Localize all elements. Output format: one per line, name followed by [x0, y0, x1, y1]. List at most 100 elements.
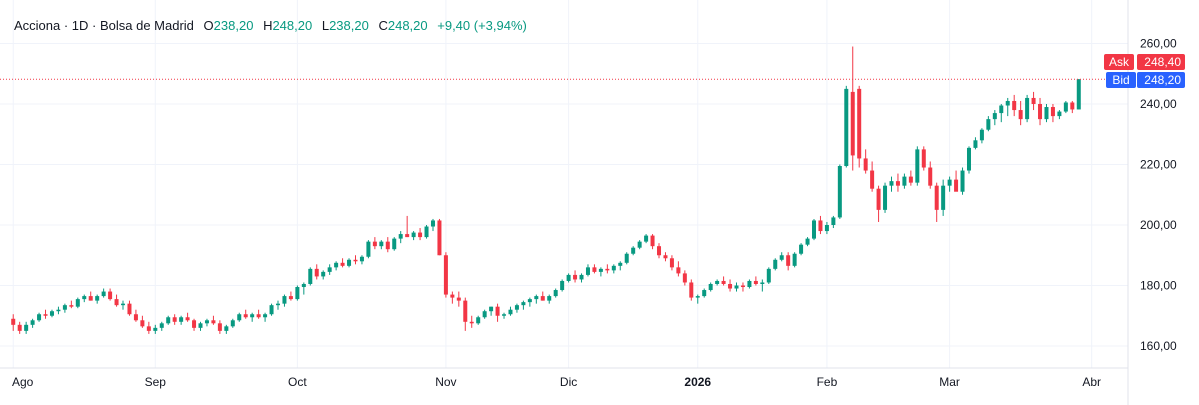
candle: [1050, 104, 1055, 123]
candle: [534, 294, 539, 304]
candle: [282, 294, 287, 307]
time-axis[interactable]: AgoSepOctNovDic2026FebMarAbrMayo: [12, 375, 1199, 389]
candle-body: [779, 255, 784, 260]
candle-body: [482, 311, 487, 318]
candle: [243, 309, 248, 319]
high-value: 248,20: [272, 18, 313, 33]
candle: [644, 234, 649, 244]
candle: [973, 137, 978, 150]
price-axis[interactable]: 160,00 180,00 200,00 220,00 240,00 260,00: [1140, 37, 1177, 354]
candle: [288, 291, 293, 301]
candle-body: [469, 321, 474, 324]
price-tick-label: 240,00: [1140, 97, 1177, 111]
candle-body: [463, 300, 468, 322]
candle: [263, 312, 268, 322]
candle-body: [708, 283, 713, 291]
candle: [966, 146, 971, 174]
time-tick-label: Ago: [12, 375, 34, 389]
candle: [844, 85, 849, 168]
candle-body: [728, 283, 733, 289]
low-value: 238,20: [329, 18, 369, 33]
candle-body: [560, 280, 565, 291]
time-tick-label: Feb: [817, 375, 838, 389]
price-tick-label: 260,00: [1140, 37, 1177, 51]
candle-body: [308, 268, 313, 284]
candle: [760, 279, 765, 292]
candle: [230, 318, 235, 328]
candle-body: [902, 176, 907, 186]
candle: [579, 273, 584, 283]
candle-body: [340, 262, 345, 266]
candle-body: [747, 280, 752, 288]
candle-body: [631, 247, 636, 254]
candle-body: [185, 317, 190, 321]
candle-body: [334, 262, 339, 268]
candle: [133, 309, 138, 322]
candle-body: [566, 274, 571, 281]
candle-body: [786, 255, 791, 266]
candle: [850, 46, 855, 171]
candle: [721, 276, 726, 286]
candle: [62, 303, 67, 313]
candle: [146, 321, 151, 334]
candle: [43, 309, 48, 319]
candle-body: [521, 302, 526, 306]
candle-body: [450, 294, 455, 298]
candle-body: [844, 88, 849, 167]
candle: [1063, 100, 1068, 114]
candle-body: [140, 320, 145, 327]
candle: [140, 315, 145, 328]
candle: [837, 164, 842, 219]
candle-body: [95, 296, 100, 301]
candle: [566, 273, 571, 283]
candle-body: [669, 258, 674, 268]
candle: [69, 300, 74, 309]
candle-body: [243, 314, 248, 318]
candle: [753, 276, 758, 286]
candle: [172, 314, 177, 325]
candle-body: [379, 241, 384, 247]
candle: [424, 225, 429, 239]
candle: [1038, 97, 1043, 126]
candle: [24, 321, 29, 334]
candle-body: [217, 323, 222, 331]
candle-body: [192, 320, 197, 328]
time-tick-label: Sep: [145, 375, 167, 389]
candle: [979, 128, 984, 144]
symbol-title: Acciona · 1D · Bolsa de Madrid: [14, 18, 194, 33]
candle-body: [895, 181, 900, 186]
ask-label: Ask: [1104, 54, 1134, 70]
candle-body: [831, 217, 836, 225]
candle: [1057, 110, 1062, 120]
candle-body: [1038, 104, 1043, 120]
candle: [992, 110, 997, 126]
candle-body: [547, 296, 552, 301]
candle-body: [689, 282, 694, 298]
candle-body: [37, 314, 42, 321]
price-tick-label: 220,00: [1140, 158, 1177, 172]
candle: [347, 258, 352, 268]
candle-body: [715, 280, 720, 284]
candles: [11, 46, 1081, 334]
candle-body: [986, 119, 991, 130]
candle: [1018, 100, 1023, 126]
time-tick-label: Oct: [288, 375, 307, 389]
candle-body: [579, 274, 584, 280]
candle-body: [69, 305, 74, 307]
close-value: 248,20: [387, 18, 428, 33]
candle: [114, 294, 119, 307]
candle-body: [850, 91, 855, 156]
candle-body: [947, 179, 952, 186]
candle: [82, 294, 87, 303]
candle: [463, 297, 468, 331]
candle: [88, 291, 93, 301]
candle: [108, 288, 113, 301]
candle-body: [1044, 107, 1049, 120]
candle-body: [476, 317, 481, 324]
candle: [941, 179, 946, 216]
candle-body: [405, 234, 410, 238]
candle-body: [121, 303, 126, 306]
candle-body: [398, 234, 403, 239]
candle-body: [605, 268, 610, 271]
